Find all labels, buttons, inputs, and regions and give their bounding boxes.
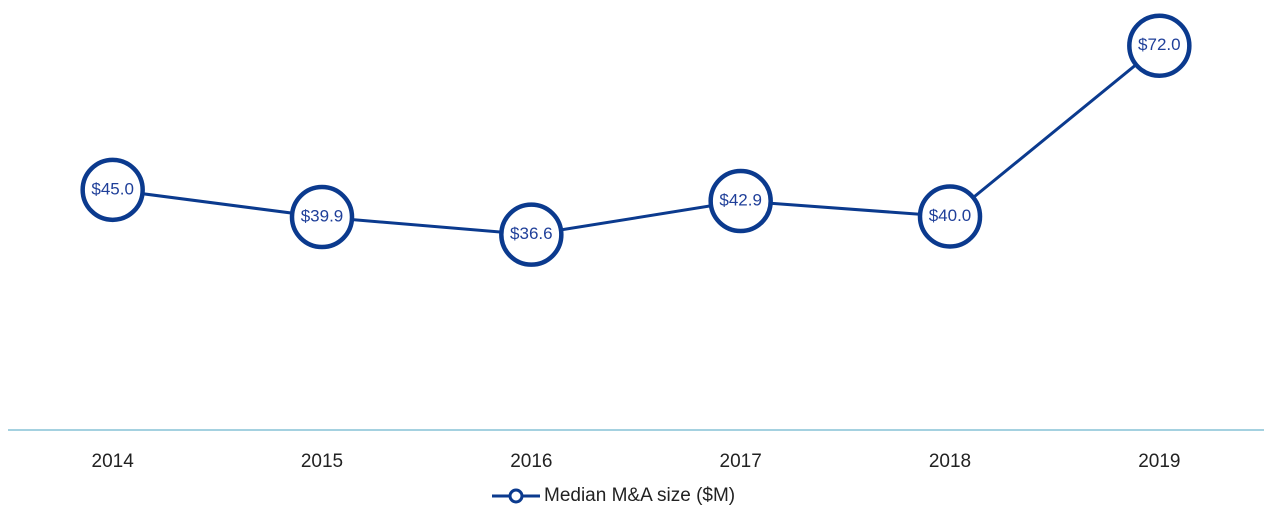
legend-label: Median M&A size ($M) <box>544 485 735 506</box>
data-label: $72.0 <box>1138 35 1181 54</box>
x-tick-label: 2014 <box>92 451 135 472</box>
data-point <box>499 202 564 267</box>
data-label: $42.9 <box>719 191 762 210</box>
data-point <box>80 157 145 223</box>
legend-marker <box>508 488 524 504</box>
data-label: $36.6 <box>510 224 553 243</box>
data-label: $39.9 <box>301 207 344 226</box>
x-tick-label: 2017 <box>720 451 762 472</box>
x-tick-label: 2016 <box>510 451 552 472</box>
x-tick-label: 2015 <box>301 451 343 472</box>
x-tick-label: 2019 <box>1138 451 1180 472</box>
series-line <box>112 44 1161 237</box>
data-point <box>289 184 355 250</box>
data-point <box>708 168 773 234</box>
data-label: $45.0 <box>91 179 134 198</box>
data-point <box>917 184 983 249</box>
x-tick-label: 2018 <box>929 451 971 472</box>
data-point <box>1127 13 1192 78</box>
data-label: $40.0 <box>929 206 972 225</box>
